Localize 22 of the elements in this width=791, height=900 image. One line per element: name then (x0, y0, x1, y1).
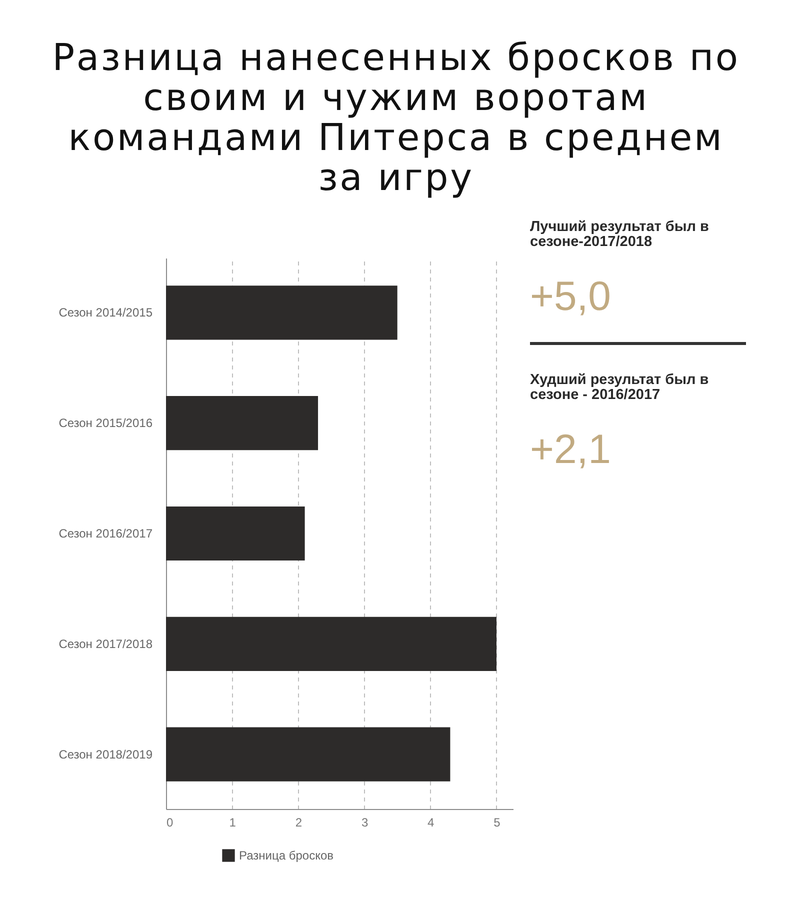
y-tick-label: Сезон 2014/2015 (58, 306, 153, 320)
text: +2,1 (530, 426, 612, 472)
text: Худший результат был в сезоне - 2016/2017 (530, 372, 710, 403)
bar (166, 286, 398, 340)
y-tick-label: Сезон 2015/2016 (58, 416, 153, 430)
text: Лучший результат был в сезоне-2017/2018 (530, 219, 710, 250)
bar (166, 727, 450, 782)
x-tick-label: 2 (295, 816, 302, 830)
x-tick-label: 0 (166, 816, 174, 830)
y-tick-label: Сезон 2017/2018 (58, 636, 153, 651)
x-tick-label: 3 (361, 816, 368, 830)
x-tick-label: 4 (428, 816, 435, 830)
y-tick-label: Сезон 2016/2017 (58, 526, 153, 540)
legend-label: Разница бросков (239, 848, 334, 862)
bar (166, 396, 318, 450)
x-tick-label: 1 (229, 816, 236, 830)
y-tick-label: Сезон 2018/2019 (58, 747, 153, 762)
bar (166, 506, 305, 561)
x-tick-label: 5 (494, 816, 501, 830)
text: +5,0 (530, 273, 612, 319)
chart-title: Разница нанесенных бросков по своим и чужим воротам командами Питерса в среднем за игру (51, 36, 741, 199)
bar (166, 616, 496, 671)
